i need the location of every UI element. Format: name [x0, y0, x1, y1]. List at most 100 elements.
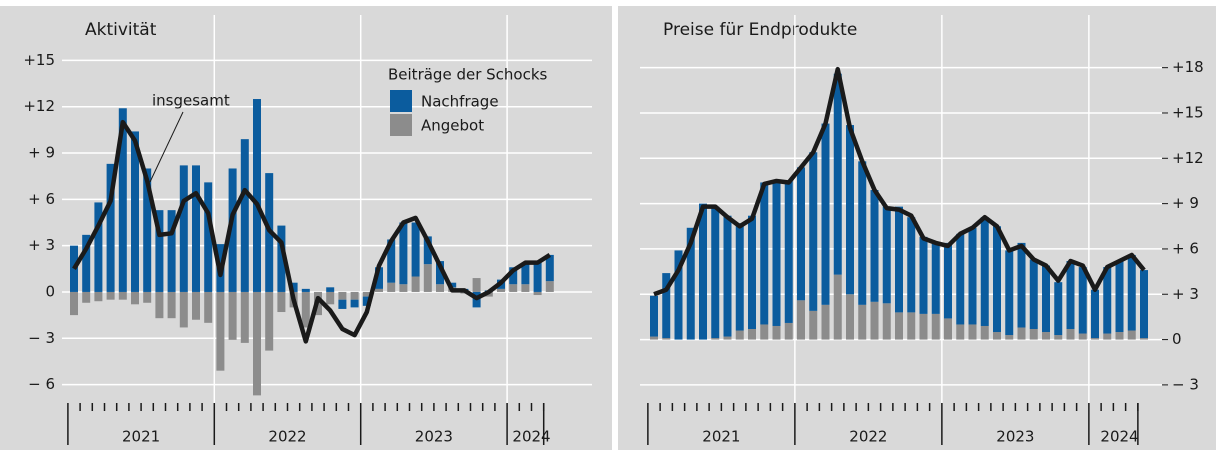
- bar-segment: [1078, 267, 1087, 334]
- bar-segment: [797, 300, 805, 340]
- y-tick-label: +18: [1172, 58, 1204, 76]
- bar-segment: [399, 284, 408, 292]
- x-year-label: 2023: [415, 428, 453, 446]
- bar-segment: [350, 299, 359, 308]
- bar-segment: [662, 338, 671, 340]
- bar-segment: [326, 291, 335, 305]
- bar-segment: [387, 239, 396, 283]
- bar-segment: [192, 165, 200, 292]
- bar-segment: [216, 291, 225, 371]
- legend-label: Nachfrage: [421, 93, 499, 111]
- bar-segment: [301, 291, 310, 328]
- bar-segment: [253, 99, 261, 292]
- bar-segment: [1140, 338, 1148, 340]
- bar-segment: [650, 295, 658, 337]
- bar-segment: [350, 291, 359, 300]
- bar-segment: [784, 322, 793, 340]
- bar-segment: [870, 190, 879, 302]
- bar-segment: [192, 291, 200, 320]
- bar-segment: [968, 324, 977, 340]
- y-tick-label: + 9: [28, 144, 55, 162]
- bar-segment: [846, 125, 854, 295]
- bar-segment: [1078, 333, 1087, 340]
- bar-segment: [748, 329, 756, 340]
- x-year-label: 2024: [1100, 428, 1138, 446]
- bar-segment: [993, 226, 1001, 333]
- bar-segment: [131, 131, 139, 292]
- bar-segment: [1066, 261, 1075, 329]
- x-year-label: 2024: [512, 428, 550, 446]
- bar-segment: [784, 180, 793, 323]
- bar-segment: [118, 291, 127, 300]
- bar-segment: [956, 324, 965, 340]
- bar-segment: [423, 236, 432, 265]
- bar-segment: [545, 254, 554, 282]
- bar-segment: [993, 332, 1001, 340]
- bar-segment: [204, 182, 213, 292]
- bar-segment: [411, 222, 420, 277]
- bar-segment: [167, 210, 176, 292]
- x-year-label: 2021: [122, 428, 160, 446]
- y-tick-label: − 3: [1172, 375, 1199, 393]
- bar-segment: [833, 73, 842, 275]
- y-tick-label: + 3: [1172, 285, 1199, 303]
- bar-segment: [919, 313, 928, 340]
- bar-segment: [797, 167, 805, 301]
- bar-segment: [362, 296, 371, 306]
- annotation-leader: [149, 111, 184, 183]
- bar-segment: [809, 310, 818, 340]
- bar-segment: [106, 291, 115, 300]
- bar-segment: [155, 291, 164, 319]
- bar-segment: [723, 215, 732, 337]
- total-line: [72, 119, 552, 344]
- bar-segment: [968, 227, 977, 325]
- y-tick-label: + 9: [1172, 194, 1199, 212]
- bar-segment: [723, 336, 732, 340]
- bar-segment: [895, 206, 903, 313]
- bar-segment: [265, 291, 274, 351]
- y-tick-label: +12: [1172, 149, 1204, 167]
- legend-swatch: [390, 90, 412, 112]
- legend-label: Angebot: [421, 117, 484, 135]
- bar-segment: [772, 180, 781, 326]
- bar-segment: [1054, 282, 1063, 336]
- bar-segment: [809, 152, 818, 311]
- bar-segment: [387, 282, 396, 292]
- chart-title: Aktivität: [85, 20, 157, 40]
- y-tick-label: 0: [1172, 330, 1182, 348]
- bar-segment: [240, 139, 249, 292]
- bar-segment: [533, 261, 542, 292]
- bar-segment: [956, 233, 965, 325]
- bar-segment: [1091, 338, 1099, 340]
- bar-segment: [1042, 332, 1050, 340]
- bar-segment: [895, 312, 903, 340]
- bar-segment: [870, 301, 879, 340]
- bar-segment: [760, 324, 769, 340]
- bar-segment: [1103, 267, 1112, 334]
- bar-segment: [94, 291, 103, 302]
- bar-segment: [277, 291, 286, 313]
- bar-segment: [1127, 254, 1136, 331]
- bar-segment: [735, 223, 744, 331]
- bar-segment: [1115, 332, 1124, 340]
- bar-segment: [1091, 289, 1099, 339]
- bar-segment: [143, 291, 152, 303]
- bar-segment: [1042, 265, 1050, 333]
- bar-segment: [301, 288, 310, 292]
- x-year-label: 2022: [849, 428, 887, 446]
- bar-segment: [533, 291, 542, 296]
- bar-segment: [711, 206, 720, 339]
- bar-segment: [907, 217, 916, 313]
- line-annotation: insgesamt: [152, 92, 230, 110]
- bar-segment: [472, 278, 481, 292]
- bar-segment: [772, 325, 781, 340]
- bar-segment: [338, 291, 347, 300]
- bar-segment: [931, 313, 940, 340]
- bar-segment: [545, 281, 554, 292]
- bar-segment: [1029, 259, 1038, 329]
- y-tick-label: +15: [23, 51, 55, 69]
- x-year-label: 2023: [996, 428, 1034, 446]
- legend-title: Beiträge der Schocks: [388, 66, 548, 84]
- bar-segment: [1005, 250, 1014, 336]
